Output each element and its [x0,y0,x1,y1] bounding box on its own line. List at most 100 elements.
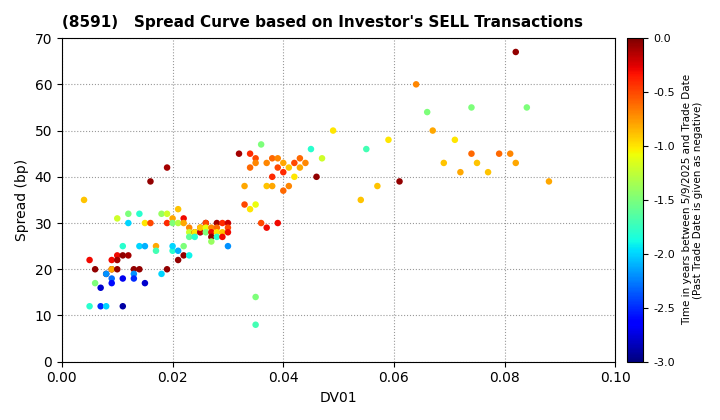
Point [200,229,212,236]
Point [482,169,494,176]
Point [239,201,251,208]
Point [421,109,433,116]
Point [261,183,272,189]
Point [161,210,173,217]
Point [266,183,278,189]
Point [277,160,289,166]
Point [117,252,129,259]
Point [272,155,284,162]
Point [266,173,278,180]
Point [117,303,129,310]
Point [328,127,339,134]
Point [283,164,294,171]
Point [272,164,284,171]
Point [244,206,256,213]
Point [184,229,195,236]
Point [172,206,184,213]
Point [372,183,383,189]
Point [277,169,289,176]
Point [122,220,134,226]
Point [134,210,145,217]
Text: (8591)   Spread Curve based on Investor's SELL Transactions: (8591) Spread Curve based on Investor's … [62,15,583,30]
Point [206,224,217,231]
Point [510,49,521,55]
Point [466,150,477,157]
Point [194,224,206,231]
Point [361,146,372,152]
Point [244,164,256,171]
Point [156,210,167,217]
Point [167,220,179,226]
Point [305,146,317,152]
Point [112,252,123,259]
Point [206,234,217,240]
Point [172,247,184,254]
Point [112,266,123,273]
Point [294,155,306,162]
Point [449,136,461,143]
Point [239,183,251,189]
Point [184,234,195,240]
Point [217,234,228,240]
Point [84,257,95,263]
Point [244,150,256,157]
Point [128,275,140,282]
Point [106,275,117,282]
Point [261,224,272,231]
Point [178,215,189,222]
X-axis label: DV01: DV01 [320,391,357,405]
Point [211,220,222,226]
Point [106,266,117,273]
Point [383,136,395,143]
Point [184,224,195,231]
Point [222,229,234,236]
Point [211,224,222,231]
Point [100,270,112,277]
Point [316,155,328,162]
Point [150,247,162,254]
Point [222,243,234,249]
Point [139,280,150,286]
Point [189,229,200,236]
Point [95,284,107,291]
Point [128,270,140,277]
Point [277,187,289,194]
Point [294,164,306,171]
Point [438,160,449,166]
Point [250,155,261,162]
Point [289,160,300,166]
Point [272,220,284,226]
Point [300,160,311,166]
Point [95,303,107,310]
Point [466,104,477,111]
Point [355,197,366,203]
Point [100,270,112,277]
Point [100,303,112,310]
Point [189,229,200,236]
Point [543,178,554,185]
Point [128,266,140,273]
Point [289,173,300,180]
Point [106,280,117,286]
Point [505,150,516,157]
Point [117,275,129,282]
Point [233,150,245,157]
Point [178,243,189,249]
Point [250,321,261,328]
Point [161,220,173,226]
Point [112,257,123,263]
Point [167,247,179,254]
Point [189,234,200,240]
Point [194,229,206,236]
Point [200,220,212,226]
Point [89,280,101,286]
Point [184,252,195,259]
Point [206,229,217,236]
Point [266,155,278,162]
Point [427,127,438,134]
Point [394,178,405,185]
Point [156,270,167,277]
Point [261,160,272,166]
Point [150,243,162,249]
Point [139,220,150,226]
